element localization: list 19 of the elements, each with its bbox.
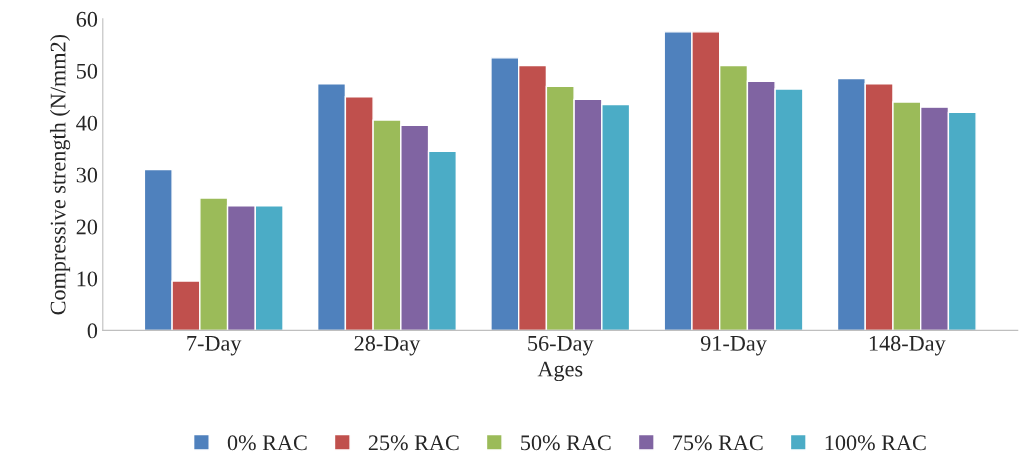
y-tick-label: 60 bbox=[76, 11, 98, 27]
y-tick-label: 30 bbox=[76, 167, 98, 183]
x-tick-label: 91-Day bbox=[700, 335, 767, 356]
y-tick-label: 10 bbox=[77, 271, 98, 287]
y-tick-label: 20 bbox=[76, 219, 98, 235]
x-axis-title: Ages bbox=[537, 361, 583, 382]
y-tick-label: 50 bbox=[77, 63, 98, 79]
x-tick-label: 7-Day bbox=[187, 336, 242, 356]
legend-label: 0% RAC bbox=[227, 435, 307, 451]
y-tick-label: 40 bbox=[76, 115, 98, 131]
x-tick-label: 148-Day bbox=[869, 335, 946, 356]
x-tick-label: 56-Day bbox=[528, 335, 594, 356]
y-tick-label: 0 bbox=[87, 323, 98, 339]
legend-label: 75% RAC bbox=[673, 435, 763, 451]
x-tick-label: 28-Day bbox=[354, 335, 421, 356]
legend-label: 25% RAC bbox=[368, 435, 459, 451]
legend-label: 50% RAC bbox=[521, 435, 611, 451]
y-axis-title: Compressive strength (N/mm2) bbox=[49, 34, 71, 315]
legend-label: 100% RAC bbox=[825, 435, 926, 451]
